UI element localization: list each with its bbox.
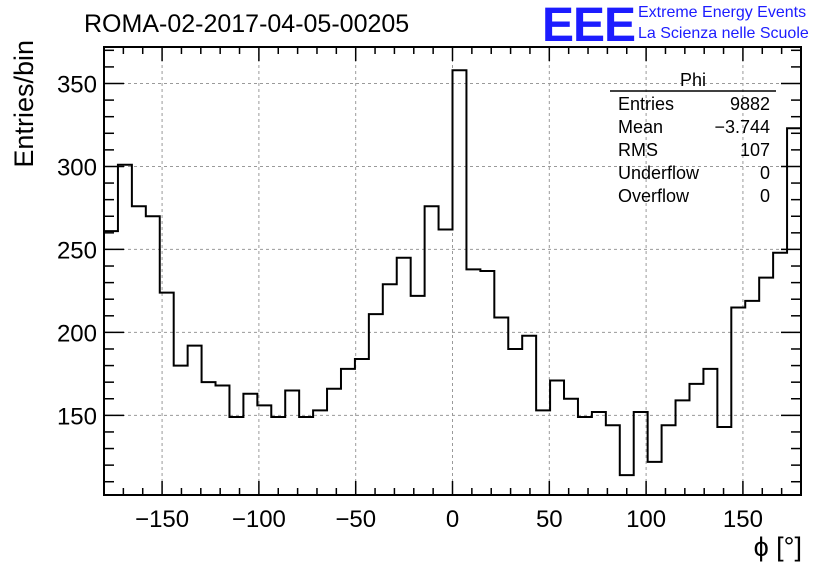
run-title: ROMA-02-2017-04-05-00205 xyxy=(84,10,410,38)
stats-row-value: 107 xyxy=(740,140,770,160)
y-tick-labels: 150 200 250 300 350 xyxy=(57,72,97,431)
stats-row-value: 0 xyxy=(760,163,770,183)
axis-ticks xyxy=(103,47,802,495)
stats-row-label: Mean xyxy=(618,117,663,137)
stats-row-label: Entries xyxy=(618,94,674,114)
x-tick-label: 50 xyxy=(536,506,563,533)
x-axis-label: ϕ [°] xyxy=(754,532,802,562)
y-tick-label: 250 xyxy=(57,237,97,264)
stats-row-value: 9882 xyxy=(730,94,770,114)
y-axis-label: Entries/bin xyxy=(9,40,39,168)
y-tick-label: 150 xyxy=(57,403,97,430)
stats-row-label: Overflow xyxy=(618,186,690,206)
y-tick-label: 200 xyxy=(57,320,97,347)
eee-logo: EEE xyxy=(542,0,636,52)
stats-row-value: 0 xyxy=(760,186,770,206)
x-tick-label: 150 xyxy=(723,506,763,533)
stats-box: Phi Entries 9882 Mean −3.744 RMS 107 Underflow… xyxy=(610,70,776,206)
x-tick-label: −50 xyxy=(335,506,376,533)
axes-frame xyxy=(103,46,802,496)
stats-row-label: Underflow xyxy=(618,163,700,183)
x-tick-label: −100 xyxy=(232,506,286,533)
x-tick-labels: −150 −100 −50 0 50 100 150 xyxy=(135,506,763,533)
stats-title: Phi xyxy=(680,70,706,90)
x-tick-label: −150 xyxy=(135,506,189,533)
logo-line-1: Extreme Energy Events xyxy=(638,4,807,21)
logo-line-2: La Scienza nelle Scuole xyxy=(638,25,809,42)
y-tick-label: 350 xyxy=(57,72,97,99)
x-tick-label: 100 xyxy=(626,506,666,533)
y-tick-label: 300 xyxy=(57,154,97,181)
stats-row-value: −3.744 xyxy=(714,117,770,137)
stats-row-label: RMS xyxy=(618,140,658,160)
x-tick-label: 0 xyxy=(446,506,459,533)
stats-rows: Entries 9882 Mean −3.744 RMS 107 Underflow 0 Ove… xyxy=(618,94,770,206)
histogram-line xyxy=(104,69,801,477)
